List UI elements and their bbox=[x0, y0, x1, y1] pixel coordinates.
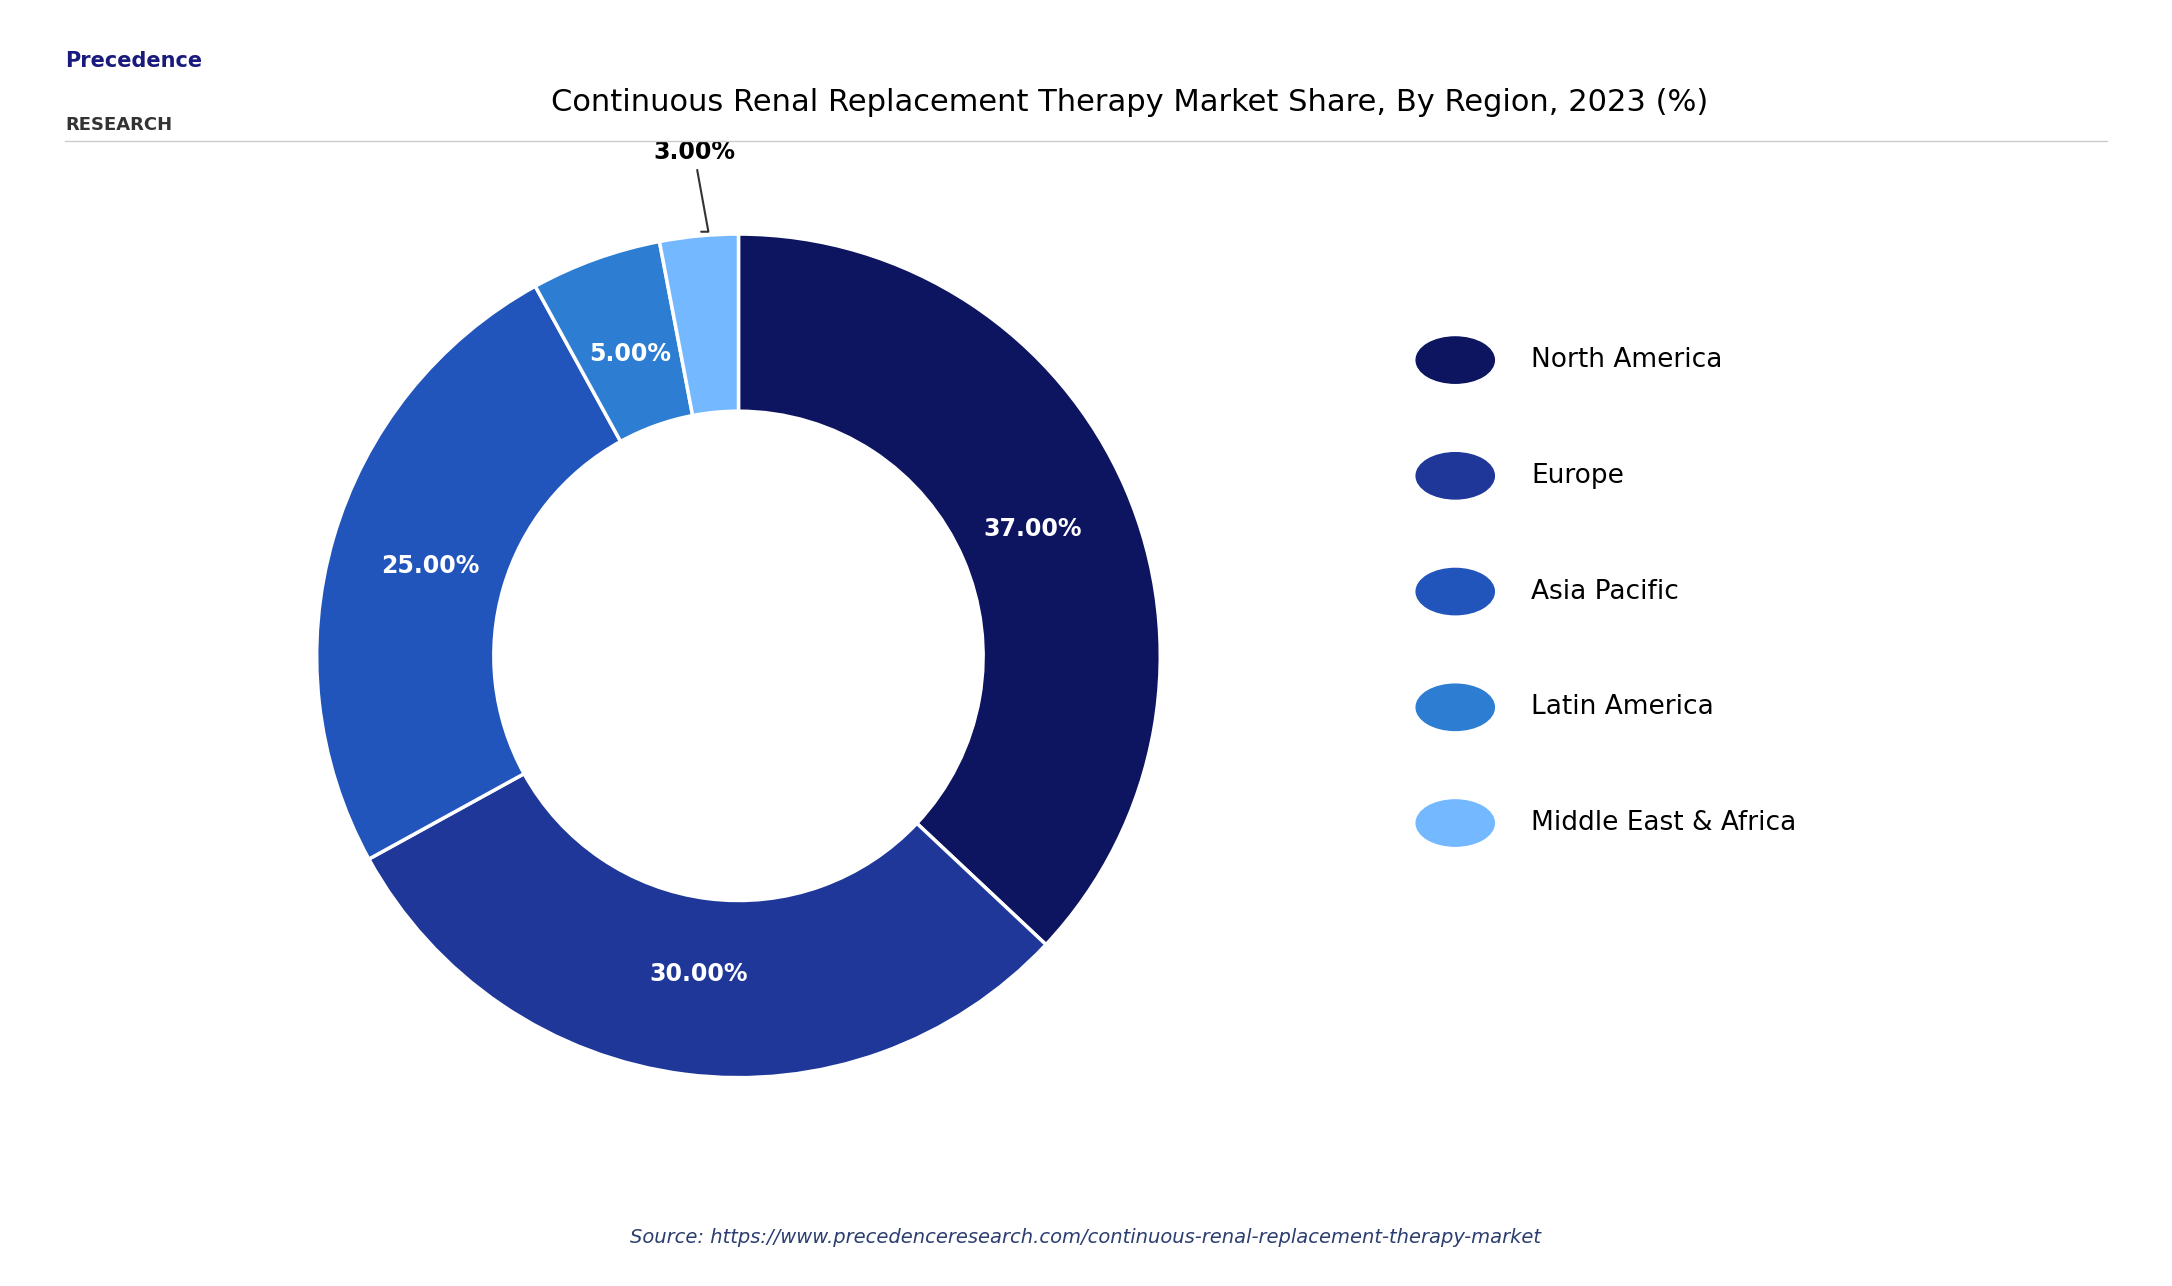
Wedge shape bbox=[369, 774, 1047, 1078]
Text: Continuous Renal Replacement Therapy Market Share, By Region, 2023 (%): Continuous Renal Replacement Therapy Mar… bbox=[552, 89, 1707, 117]
Wedge shape bbox=[534, 242, 693, 441]
Text: North America: North America bbox=[1531, 347, 1722, 373]
Text: 25.00%: 25.00% bbox=[382, 554, 480, 579]
Wedge shape bbox=[317, 287, 621, 859]
Text: Middle East & Africa: Middle East & Africa bbox=[1531, 810, 1796, 836]
Text: Source: https://www.precedenceresearch.com/continuous-renal-replacement-therapy-: Source: https://www.precedenceresearch.c… bbox=[630, 1228, 1542, 1247]
Wedge shape bbox=[738, 234, 1160, 945]
Text: Europe: Europe bbox=[1531, 463, 1625, 489]
Wedge shape bbox=[660, 234, 738, 415]
Text: 5.00%: 5.00% bbox=[589, 342, 671, 367]
Text: 30.00%: 30.00% bbox=[649, 962, 747, 986]
Text: 3.00%: 3.00% bbox=[654, 140, 734, 231]
Text: Latin America: Latin America bbox=[1531, 694, 1714, 720]
Text: 37.00%: 37.00% bbox=[984, 517, 1082, 540]
Text: Asia Pacific: Asia Pacific bbox=[1531, 579, 1679, 604]
Text: Precedence: Precedence bbox=[65, 51, 202, 72]
Text: RESEARCH: RESEARCH bbox=[65, 116, 172, 134]
